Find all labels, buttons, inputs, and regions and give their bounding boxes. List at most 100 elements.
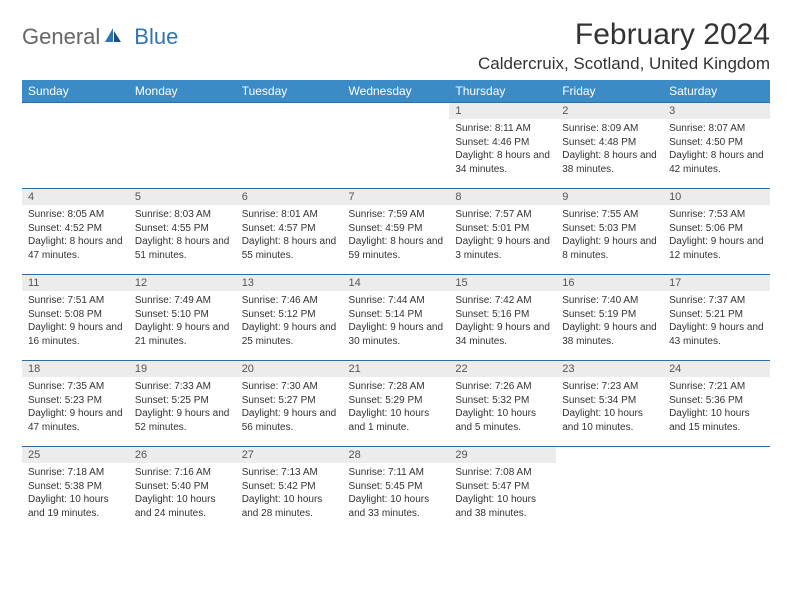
calendar-day-cell: 5Sunrise: 8:03 AMSunset: 4:55 PMDaylight… [129, 189, 236, 275]
sunset-text: Sunset: 5:19 PM [562, 308, 657, 322]
calendar-day-cell: 24Sunrise: 7:21 AMSunset: 5:36 PMDayligh… [663, 361, 770, 447]
sunrise-text: Sunrise: 7:28 AM [349, 380, 444, 394]
month-title: February 2024 [478, 18, 770, 52]
day-number: 10 [663, 189, 770, 205]
calendar-day-cell: 22Sunrise: 7:26 AMSunset: 5:32 PMDayligh… [449, 361, 556, 447]
day-number: 22 [449, 361, 556, 377]
sunset-text: Sunset: 5:21 PM [669, 308, 764, 322]
day-number [236, 103, 343, 107]
calendar-day-cell: 12Sunrise: 7:49 AMSunset: 5:10 PMDayligh… [129, 275, 236, 361]
calendar-day-cell: 4Sunrise: 8:05 AMSunset: 4:52 PMDaylight… [22, 189, 129, 275]
calendar-day-cell [343, 103, 450, 189]
daylight-text: Daylight: 10 hours and 15 minutes. [669, 407, 764, 434]
day-number [343, 103, 450, 107]
calendar-day-cell: 27Sunrise: 7:13 AMSunset: 5:42 PMDayligh… [236, 447, 343, 533]
calendar-day-cell [129, 103, 236, 189]
sunset-text: Sunset: 5:47 PM [455, 480, 550, 494]
sunrise-text: Sunrise: 7:53 AM [669, 208, 764, 222]
sunset-text: Sunset: 5:42 PM [242, 480, 337, 494]
sunset-text: Sunset: 5:32 PM [455, 394, 550, 408]
daylight-text: Daylight: 9 hours and 21 minutes. [135, 321, 230, 348]
day-number: 13 [236, 275, 343, 291]
brand-part2: Blue [134, 24, 178, 50]
sunrise-text: Sunrise: 7:51 AM [28, 294, 123, 308]
sunset-text: Sunset: 4:50 PM [669, 136, 764, 150]
day-number: 8 [449, 189, 556, 205]
daylight-text: Daylight: 8 hours and 47 minutes. [28, 235, 123, 262]
calendar-week-row: 4Sunrise: 8:05 AMSunset: 4:52 PMDaylight… [22, 189, 770, 275]
day-details: Sunrise: 8:03 AMSunset: 4:55 PMDaylight:… [129, 205, 236, 266]
title-block: February 2024 Caldercruix, Scotland, Uni… [478, 18, 770, 74]
calendar-day-cell: 16Sunrise: 7:40 AMSunset: 5:19 PMDayligh… [556, 275, 663, 361]
calendar-day-cell: 6Sunrise: 8:01 AMSunset: 4:57 PMDaylight… [236, 189, 343, 275]
calendar-day-cell: 3Sunrise: 8:07 AMSunset: 4:50 PMDaylight… [663, 103, 770, 189]
day-details: Sunrise: 8:05 AMSunset: 4:52 PMDaylight:… [22, 205, 129, 266]
weekday-header: Monday [129, 80, 236, 103]
sunset-text: Sunset: 5:34 PM [562, 394, 657, 408]
daylight-text: Daylight: 9 hours and 30 minutes. [349, 321, 444, 348]
day-details: Sunrise: 7:30 AMSunset: 5:27 PMDaylight:… [236, 377, 343, 438]
sunrise-text: Sunrise: 7:23 AM [562, 380, 657, 394]
sunrise-text: Sunrise: 7:30 AM [242, 380, 337, 394]
day-details: Sunrise: 7:13 AMSunset: 5:42 PMDaylight:… [236, 463, 343, 524]
sunrise-text: Sunrise: 8:07 AM [669, 122, 764, 136]
daylight-text: Daylight: 8 hours and 34 minutes. [455, 149, 550, 176]
sunrise-text: Sunrise: 7:33 AM [135, 380, 230, 394]
sunset-text: Sunset: 5:03 PM [562, 222, 657, 236]
calendar-page: General Blue February 2024 Caldercruix, … [0, 0, 792, 551]
calendar-table: Sunday Monday Tuesday Wednesday Thursday… [22, 80, 770, 533]
sunset-text: Sunset: 4:55 PM [135, 222, 230, 236]
sunrise-text: Sunrise: 8:11 AM [455, 122, 550, 136]
day-details: Sunrise: 8:09 AMSunset: 4:48 PMDaylight:… [556, 119, 663, 180]
calendar-day-cell [663, 447, 770, 533]
day-number [556, 447, 663, 451]
calendar-day-cell: 7Sunrise: 7:59 AMSunset: 4:59 PMDaylight… [343, 189, 450, 275]
sunrise-text: Sunrise: 7:21 AM [669, 380, 764, 394]
sunset-text: Sunset: 5:40 PM [135, 480, 230, 494]
sunset-text: Sunset: 5:08 PM [28, 308, 123, 322]
day-details: Sunrise: 7:23 AMSunset: 5:34 PMDaylight:… [556, 377, 663, 438]
sunrise-text: Sunrise: 7:13 AM [242, 466, 337, 480]
day-number: 14 [343, 275, 450, 291]
daylight-text: Daylight: 8 hours and 51 minutes. [135, 235, 230, 262]
daylight-text: Daylight: 9 hours and 43 minutes. [669, 321, 764, 348]
sunrise-text: Sunrise: 7:18 AM [28, 466, 123, 480]
weekday-header-row: Sunday Monday Tuesday Wednesday Thursday… [22, 80, 770, 103]
sunset-text: Sunset: 5:38 PM [28, 480, 123, 494]
calendar-day-cell: 9Sunrise: 7:55 AMSunset: 5:03 PMDaylight… [556, 189, 663, 275]
sunset-text: Sunset: 5:23 PM [28, 394, 123, 408]
day-number: 9 [556, 189, 663, 205]
sail-icon [103, 26, 123, 49]
daylight-text: Daylight: 9 hours and 56 minutes. [242, 407, 337, 434]
day-details: Sunrise: 7:28 AMSunset: 5:29 PMDaylight:… [343, 377, 450, 438]
day-number: 28 [343, 447, 450, 463]
calendar-day-cell: 1Sunrise: 8:11 AMSunset: 4:46 PMDaylight… [449, 103, 556, 189]
sunset-text: Sunset: 5:16 PM [455, 308, 550, 322]
day-details: Sunrise: 7:18 AMSunset: 5:38 PMDaylight:… [22, 463, 129, 524]
calendar-day-cell: 25Sunrise: 7:18 AMSunset: 5:38 PMDayligh… [22, 447, 129, 533]
day-number: 12 [129, 275, 236, 291]
sunrise-text: Sunrise: 7:46 AM [242, 294, 337, 308]
sunrise-text: Sunrise: 7:40 AM [562, 294, 657, 308]
daylight-text: Daylight: 10 hours and 33 minutes. [349, 493, 444, 520]
daylight-text: Daylight: 9 hours and 52 minutes. [135, 407, 230, 434]
day-details: Sunrise: 7:16 AMSunset: 5:40 PMDaylight:… [129, 463, 236, 524]
sunset-text: Sunset: 5:25 PM [135, 394, 230, 408]
calendar-day-cell: 23Sunrise: 7:23 AMSunset: 5:34 PMDayligh… [556, 361, 663, 447]
daylight-text: Daylight: 10 hours and 28 minutes. [242, 493, 337, 520]
day-details: Sunrise: 7:11 AMSunset: 5:45 PMDaylight:… [343, 463, 450, 524]
calendar-day-cell: 14Sunrise: 7:44 AMSunset: 5:14 PMDayligh… [343, 275, 450, 361]
daylight-text: Daylight: 9 hours and 12 minutes. [669, 235, 764, 262]
daylight-text: Daylight: 8 hours and 42 minutes. [669, 149, 764, 176]
sunset-text: Sunset: 5:06 PM [669, 222, 764, 236]
day-details: Sunrise: 8:01 AMSunset: 4:57 PMDaylight:… [236, 205, 343, 266]
daylight-text: Daylight: 8 hours and 55 minutes. [242, 235, 337, 262]
daylight-text: Daylight: 9 hours and 3 minutes. [455, 235, 550, 262]
daylight-text: Daylight: 9 hours and 34 minutes. [455, 321, 550, 348]
day-details: Sunrise: 7:46 AMSunset: 5:12 PMDaylight:… [236, 291, 343, 352]
day-number: 4 [22, 189, 129, 205]
sunset-text: Sunset: 4:46 PM [455, 136, 550, 150]
sunrise-text: Sunrise: 7:37 AM [669, 294, 764, 308]
day-details: Sunrise: 7:40 AMSunset: 5:19 PMDaylight:… [556, 291, 663, 352]
brand-logo: General Blue [22, 24, 178, 50]
